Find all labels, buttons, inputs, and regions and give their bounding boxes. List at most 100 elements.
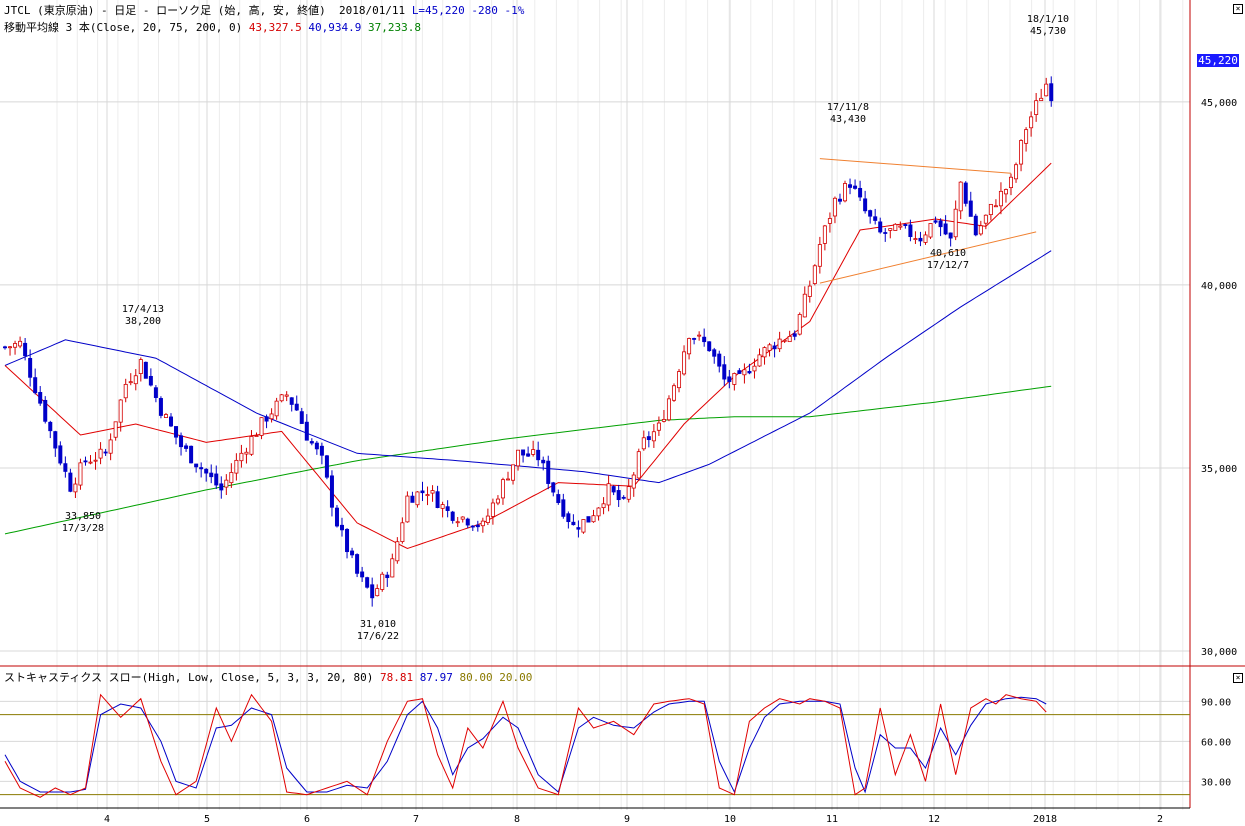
candle-body — [918, 237, 923, 242]
candle-body — [661, 419, 666, 422]
date-tick-label: 7 — [413, 814, 419, 825]
candle-body — [732, 373, 737, 385]
candle-body — [641, 437, 646, 450]
date-tick-label: 12 — [928, 814, 940, 825]
candle-body — [953, 208, 958, 238]
annotation-line1: 40,610 — [930, 248, 966, 259]
candle-body — [450, 511, 455, 521]
candle-body — [168, 416, 173, 427]
candle-body — [103, 451, 108, 454]
candle-body — [787, 335, 792, 343]
price-tick-label: 30,000 — [1201, 647, 1237, 658]
stoch-panel-close-button[interactable]: × — [1233, 673, 1243, 683]
candle-body — [123, 383, 128, 399]
candle-body — [324, 455, 329, 478]
chart-title: JTCL (東京原油) - 日足 - ローソク足 (始, 高, 安, 終値) — [4, 4, 326, 17]
candle-body — [767, 344, 772, 351]
candle-body — [254, 435, 259, 437]
ma200-line — [4, 385, 1052, 535]
candle-body — [118, 399, 123, 423]
candle-body — [269, 413, 274, 420]
candle-body — [968, 200, 973, 217]
candle-body — [526, 453, 531, 457]
stoch-tick-label: 90.00 — [1201, 697, 1231, 708]
date-tick-label: 2 — [1157, 814, 1163, 825]
candle-body — [480, 520, 485, 527]
candle-body — [133, 375, 138, 385]
candle-body — [948, 232, 953, 239]
candle-body — [264, 416, 269, 422]
ma20-path — [4, 162, 1052, 550]
ma75-value: 40,934.9 — [308, 21, 362, 34]
header-pct: -1% — [504, 4, 525, 17]
candle-body — [581, 519, 586, 533]
candle-body — [777, 338, 782, 350]
candle-body — [138, 359, 143, 374]
candle-body — [797, 314, 802, 335]
candle-body — [329, 475, 334, 508]
candle-body — [420, 490, 425, 494]
candle-body — [43, 399, 48, 422]
candle-body — [586, 516, 591, 523]
candle-body — [78, 462, 83, 486]
price-tick-label: 35,000 — [1201, 464, 1237, 475]
candle-body — [893, 223, 898, 231]
candle-body — [843, 183, 848, 202]
stoch-tick-label: 30.00 — [1201, 777, 1231, 788]
stoch-lower-value: 20.00 — [499, 671, 533, 684]
candle-body — [998, 190, 1003, 207]
candle-body — [762, 347, 767, 358]
candle-body — [516, 449, 521, 467]
candle-body — [827, 218, 832, 224]
candle-body — [1003, 189, 1008, 195]
candle-body — [848, 184, 853, 188]
annotation-line1: 33,850 — [65, 511, 101, 522]
candle-body — [782, 339, 787, 342]
candle-body — [435, 491, 440, 509]
annotation-line2: 43,430 — [830, 114, 866, 125]
candle-body — [707, 341, 712, 352]
candle-body — [83, 460, 88, 463]
candle-body — [33, 377, 38, 394]
candle-body — [978, 225, 983, 235]
candle-body — [546, 460, 551, 484]
annotation-line2: 17/3/28 — [62, 523, 104, 534]
candle-body — [963, 182, 968, 204]
candle-body — [410, 495, 415, 503]
annotation-line1: 17/11/8 — [827, 102, 869, 113]
candle-body — [350, 550, 355, 556]
candle-body — [692, 338, 697, 340]
candle-body — [284, 394, 289, 397]
candle-body — [445, 506, 450, 511]
candle-body — [888, 228, 893, 231]
candle-body — [873, 216, 878, 221]
candle-body — [365, 577, 370, 588]
candle-body — [460, 516, 465, 520]
stoch-legend: ストキャスティクス スロー(High, Low, Close, 5, 3, 3,… — [4, 671, 532, 684]
candle-body — [470, 525, 475, 528]
candle-body — [651, 431, 656, 442]
ma75-path — [4, 250, 1052, 484]
candle-body — [88, 461, 93, 464]
candle-body — [199, 467, 204, 470]
candle-body — [189, 445, 194, 464]
candle-body — [48, 421, 53, 432]
candle-body — [571, 521, 576, 526]
candle-body — [113, 421, 118, 438]
candle-body — [671, 385, 676, 401]
candle-body — [958, 181, 963, 212]
candle-body — [309, 441, 314, 444]
annotation-line2: 17/6/22 — [357, 631, 399, 642]
candle-body — [928, 223, 933, 238]
candle-body — [697, 334, 702, 337]
candle-body — [747, 371, 752, 374]
candle-body — [174, 426, 179, 438]
candle-body — [878, 221, 883, 233]
candle-body — [234, 459, 239, 474]
candle-body — [340, 524, 345, 531]
candle-body — [495, 498, 500, 504]
candle-body — [908, 224, 913, 238]
main-panel-close-button[interactable]: × — [1233, 4, 1243, 14]
axis-labels: 30,000 35,000 40,000 45,000 30.00 60.00 90.00 4… — [104, 98, 1237, 825]
